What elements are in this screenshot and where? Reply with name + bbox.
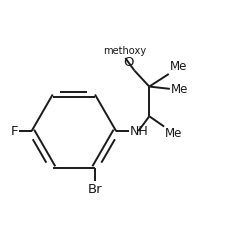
Text: O: O	[123, 56, 133, 70]
Text: Me: Me	[164, 127, 182, 141]
Text: NH: NH	[129, 125, 148, 138]
Text: F: F	[10, 125, 18, 138]
Text: Me: Me	[170, 83, 187, 96]
Text: Br: Br	[87, 183, 102, 196]
Text: methoxy: methoxy	[103, 46, 146, 56]
Text: Me: Me	[169, 60, 186, 73]
